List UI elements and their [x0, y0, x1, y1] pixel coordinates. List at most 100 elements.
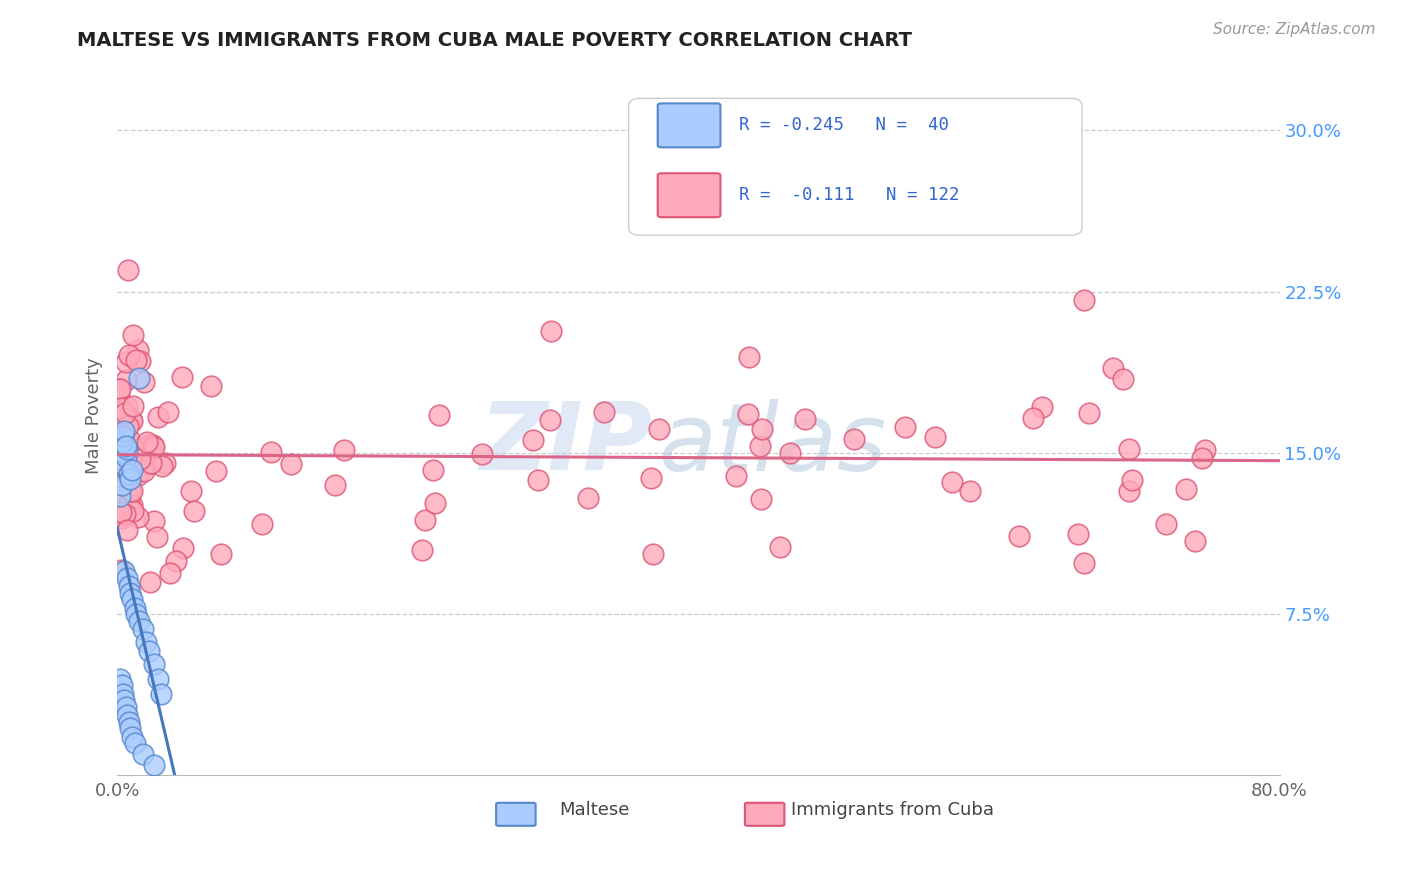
Point — [138, 438, 160, 452]
Point — [1073, 556, 1095, 570]
Point — [120, 411, 142, 425]
Point — [115, 699, 138, 714]
Point — [641, 547, 664, 561]
Point — [108, 489, 131, 503]
Point — [146, 672, 169, 686]
Point — [422, 462, 444, 476]
Point — [252, 517, 274, 532]
Point — [111, 508, 134, 522]
Point — [149, 687, 172, 701]
Point — [114, 446, 136, 460]
Point — [1067, 527, 1090, 541]
Point — [121, 483, 143, 498]
Point — [1031, 401, 1053, 415]
Point — [132, 376, 155, 390]
Point — [593, 405, 616, 419]
Point — [110, 505, 132, 519]
Point — [172, 541, 194, 555]
Point — [110, 401, 132, 415]
Point — [138, 575, 160, 590]
Point — [136, 434, 159, 449]
Point — [142, 757, 165, 772]
Point — [142, 514, 165, 528]
Point — [121, 498, 143, 512]
Point — [527, 474, 550, 488]
Point — [648, 422, 671, 436]
Point — [779, 446, 801, 460]
Text: Immigrants from Cuba: Immigrants from Cuba — [792, 801, 994, 819]
Point — [142, 657, 165, 671]
Point — [110, 478, 132, 492]
Y-axis label: Male Poverty: Male Poverty — [86, 357, 103, 474]
Point — [117, 348, 139, 362]
Point — [165, 554, 187, 568]
Point — [725, 469, 748, 483]
Point — [129, 354, 152, 368]
Point — [749, 492, 772, 507]
Point — [114, 458, 136, 473]
Point — [1118, 442, 1140, 456]
Point — [110, 443, 132, 458]
Point — [110, 678, 132, 692]
Point — [127, 510, 149, 524]
Point — [146, 530, 169, 544]
Point — [323, 478, 346, 492]
Point — [132, 747, 155, 761]
Point — [844, 432, 866, 446]
Point — [153, 456, 176, 470]
Point — [111, 687, 134, 701]
Point — [111, 457, 134, 471]
Point — [118, 467, 141, 482]
Point — [159, 566, 181, 580]
Point — [121, 504, 143, 518]
Point — [115, 400, 138, 414]
Point — [135, 635, 157, 649]
Point — [118, 495, 141, 509]
Point — [209, 547, 232, 561]
Point — [114, 373, 136, 387]
Point — [117, 708, 139, 723]
Text: atlas: atlas — [658, 399, 886, 490]
Point — [157, 405, 180, 419]
Point — [1118, 484, 1140, 499]
Point — [114, 564, 136, 578]
Point — [107, 448, 129, 462]
Point — [959, 484, 981, 499]
Point — [115, 473, 138, 487]
Point — [429, 408, 451, 422]
Point — [522, 433, 544, 447]
Point — [1078, 406, 1101, 420]
Point — [132, 622, 155, 636]
Point — [172, 369, 194, 384]
Point — [893, 420, 915, 434]
Point — [114, 406, 136, 420]
Point — [114, 507, 136, 521]
Point — [1194, 443, 1216, 458]
Point — [124, 600, 146, 615]
Point — [115, 450, 138, 465]
Point — [107, 459, 129, 474]
Point — [142, 441, 165, 455]
Point — [121, 328, 143, 343]
Point — [121, 414, 143, 428]
Point — [260, 445, 283, 459]
Point — [124, 353, 146, 368]
Point — [115, 440, 138, 454]
Point — [413, 513, 436, 527]
Point — [108, 382, 131, 396]
Point — [127, 467, 149, 482]
Point — [180, 483, 202, 498]
Point — [110, 435, 132, 450]
Point — [122, 440, 145, 454]
Point — [1191, 450, 1213, 465]
Point — [141, 456, 163, 470]
Point — [128, 614, 150, 628]
Point — [1021, 410, 1043, 425]
Point — [1101, 361, 1123, 376]
Point — [142, 438, 165, 452]
Point — [107, 411, 129, 425]
Point — [333, 443, 356, 458]
Point — [127, 343, 149, 357]
Point — [121, 456, 143, 470]
Point — [115, 355, 138, 369]
